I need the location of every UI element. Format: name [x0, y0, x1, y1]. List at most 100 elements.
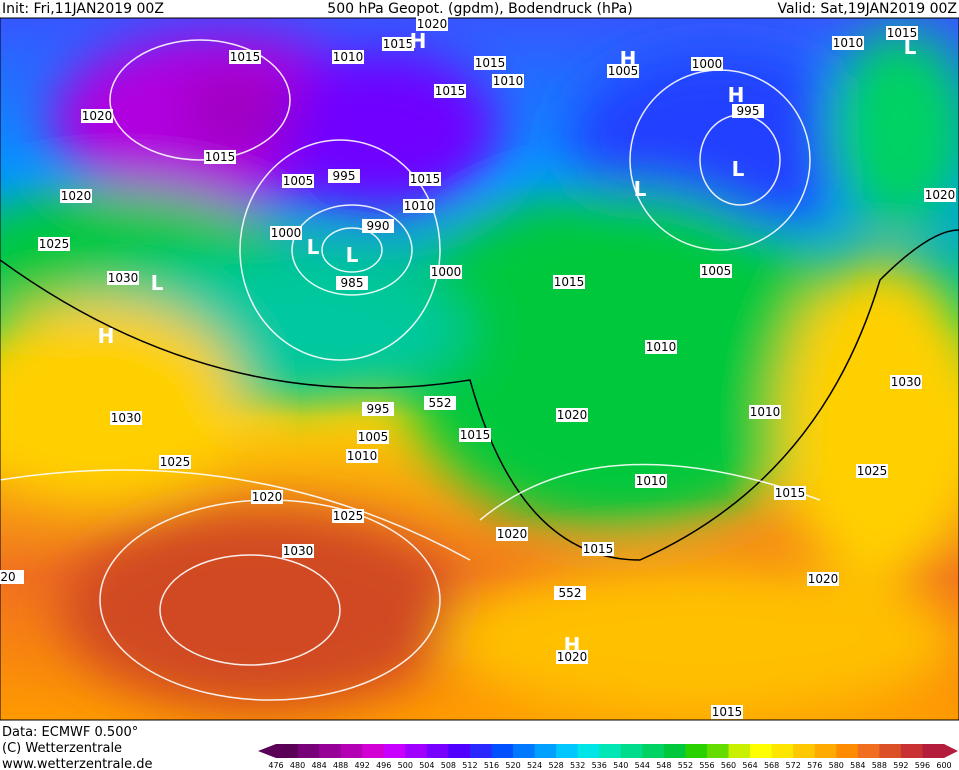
isobar-label: 1015 [230, 50, 261, 64]
isobar-label: 985 [341, 276, 364, 290]
colorbar-swatch [405, 744, 428, 758]
colorbar-swatch [706, 744, 730, 758]
colorbar-label: 496 [376, 761, 391, 770]
label-box [332, 509, 364, 523]
label-box [38, 237, 70, 251]
colorbar-swatch [340, 744, 363, 758]
colorbar-swatch [426, 744, 449, 758]
isobar-label: 552 [559, 586, 582, 600]
isobar-label: 1020 [61, 189, 92, 203]
colorbar-swatch [469, 744, 492, 758]
pressure-center: L [732, 157, 745, 181]
colorbar-label: 532 [570, 761, 585, 770]
label-box [81, 109, 113, 123]
isobar-label: 1030 [111, 411, 142, 425]
colorbar-swatch [771, 744, 794, 758]
label-box [582, 542, 614, 556]
isobar-label: 1020 [497, 527, 528, 541]
colorbar-swatch [534, 744, 557, 758]
colorbar-label: 580 [829, 761, 844, 770]
colorbar-label: 592 [893, 761, 908, 770]
label-box [382, 37, 414, 51]
pressure-center: H [620, 47, 637, 71]
copyright: (C) Wetterzentrale [2, 741, 122, 756]
label-box [553, 275, 585, 289]
isobar-label: 1000 [271, 226, 302, 240]
label-box [434, 84, 466, 98]
isobar-label: 1020 [82, 109, 113, 123]
label-box [403, 199, 435, 213]
label-box [492, 74, 524, 88]
isobar-label: 1030 [283, 544, 314, 558]
label-box [328, 169, 360, 183]
isobar-label: 1005 [358, 430, 389, 444]
isobar-label: 1020 [252, 490, 283, 504]
field [0, 18, 959, 720]
colorbar-swatch [663, 744, 686, 758]
isobar-label: 1010 [833, 36, 864, 50]
colorbar-label: 564 [742, 761, 757, 770]
isobar-label: 1015 [583, 542, 614, 556]
isobar-label: 1005 [283, 174, 314, 188]
label-box [430, 265, 462, 279]
label-box [459, 428, 491, 442]
isobar-label: 1015 [383, 37, 414, 51]
colorbar-swatch [900, 744, 923, 758]
label-box [409, 172, 441, 186]
isobar-label: 1010 [636, 474, 667, 488]
label-box [0, 570, 24, 584]
pressure-center: H [564, 633, 581, 657]
colorbar-label: 504 [419, 761, 434, 770]
isobar-label: 1015 [712, 705, 743, 719]
isobar-label: 1015 [554, 275, 585, 289]
label-box [807, 572, 839, 586]
isobar-label: 1020 [417, 17, 448, 31]
colorbar-swatch [491, 744, 514, 758]
pressure-center: L [151, 271, 164, 295]
isobar-label: 20 [0, 570, 15, 584]
label-box [251, 490, 283, 504]
label-box [832, 36, 864, 50]
data-source: Data: ECMWF 0.500° [2, 725, 138, 740]
colorbar-label: 560 [721, 761, 736, 770]
isobar-label: 995 [367, 402, 390, 416]
colorbar-end [944, 744, 958, 758]
pressure-center: H [98, 324, 115, 348]
label-box [645, 340, 677, 354]
isobar-label: 1005 [701, 264, 732, 278]
isobar-label: 990 [367, 219, 390, 233]
colorbar-swatch [750, 744, 773, 758]
colorbar-label: 544 [635, 761, 650, 770]
label-box [856, 464, 888, 478]
label-box [711, 705, 743, 719]
label-box [774, 486, 806, 500]
label-box [159, 455, 191, 469]
colorbar-label: 516 [484, 761, 499, 770]
colorbar-label: 484 [311, 761, 326, 770]
pressure-center: L [634, 177, 647, 201]
pressure-center: H [728, 83, 745, 107]
label-box [424, 396, 456, 410]
isobar-label: 1015 [460, 428, 491, 442]
colorbar-label: 488 [333, 761, 348, 770]
pressure-center: L [346, 243, 359, 267]
label-box [886, 26, 918, 40]
label-box [204, 150, 236, 164]
label-box [890, 375, 922, 389]
label-box [282, 174, 314, 188]
colorbar-end [258, 744, 276, 758]
label-box [924, 188, 956, 202]
valid-time: Valid: Sat,19JAN2019 00Z [777, 1, 957, 17]
label-box [332, 50, 364, 64]
isobar-label: 1010 [404, 199, 435, 213]
url: www.wetterzentrale.de [2, 757, 152, 770]
label-box [691, 57, 723, 71]
colorbar-label: 512 [462, 761, 477, 770]
colorbar-label: 528 [548, 761, 563, 770]
colorbar-label: 552 [678, 761, 693, 770]
colorbar-label: 524 [527, 761, 542, 770]
label-box [556, 650, 588, 664]
colorbar-swatch [836, 744, 859, 758]
colorbar-label: 584 [850, 761, 865, 770]
